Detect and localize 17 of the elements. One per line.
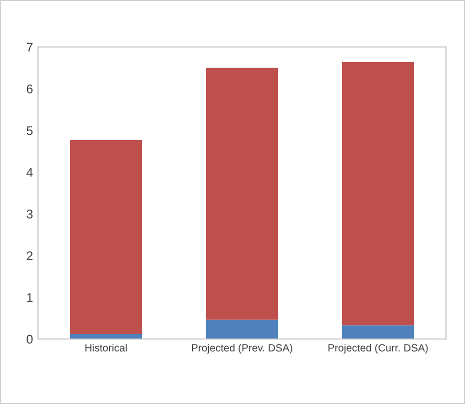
y-tick-label: 0 [26,334,33,344]
y-tick-label: 2 [26,251,33,260]
y-tick-label: 5 [26,126,33,136]
y-tick-label: 1 [27,293,33,302]
y-tick-label: 3 [26,210,33,219]
bar [70,140,142,334]
x-tick-label: Projected (Curr. DSA) [328,344,428,354]
x-tick-label: Projected (Prev. DSA) [192,344,292,354]
bar [206,68,278,320]
x-tick-label: Historical [85,344,127,352]
y-tick-label: 6 [26,84,33,94]
y-tick-label: 7 [26,42,33,52]
bar [70,334,142,339]
bar [342,325,414,339]
bar [342,62,414,326]
bar [206,320,278,339]
y-tick-label: 4 [26,168,33,177]
